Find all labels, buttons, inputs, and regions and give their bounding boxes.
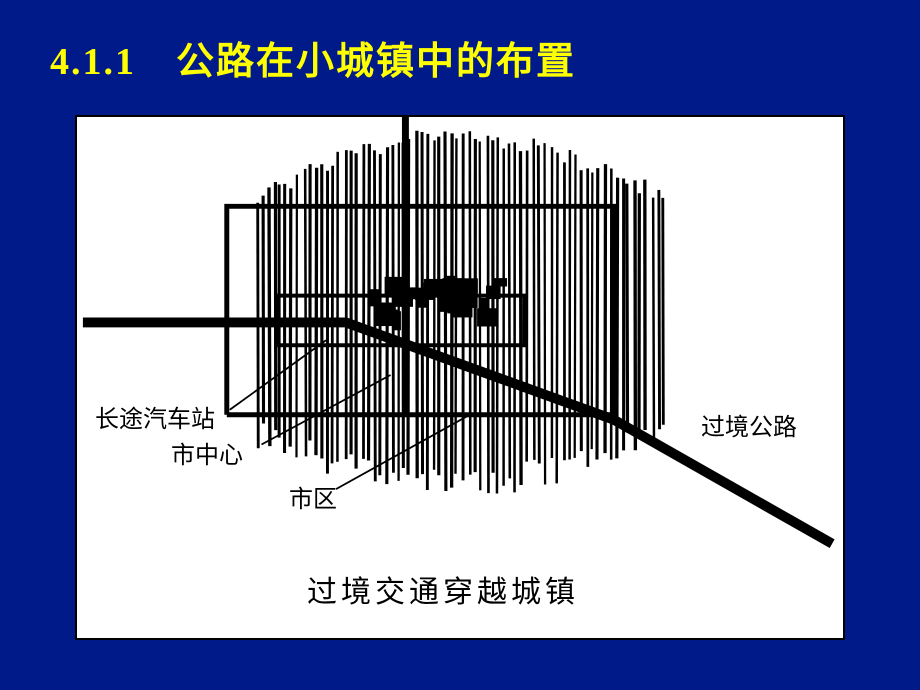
label-urban-area: 市区 <box>289 479 337 514</box>
label-city-center: 市中心 <box>171 435 243 470</box>
slide-heading: 4.1.1 公路在小城镇中的布置 <box>50 30 576 85</box>
diagram-svg <box>77 117 843 638</box>
diagram-container: 长途汽车站 市中心 市区 过境公路 过境交通穿越城镇 <box>75 115 845 640</box>
diagram-caption: 过境交通穿越城镇 <box>307 567 579 611</box>
label-transit-highway: 过境公路 <box>701 407 797 442</box>
label-bus-station: 长途汽车站 <box>95 399 215 434</box>
